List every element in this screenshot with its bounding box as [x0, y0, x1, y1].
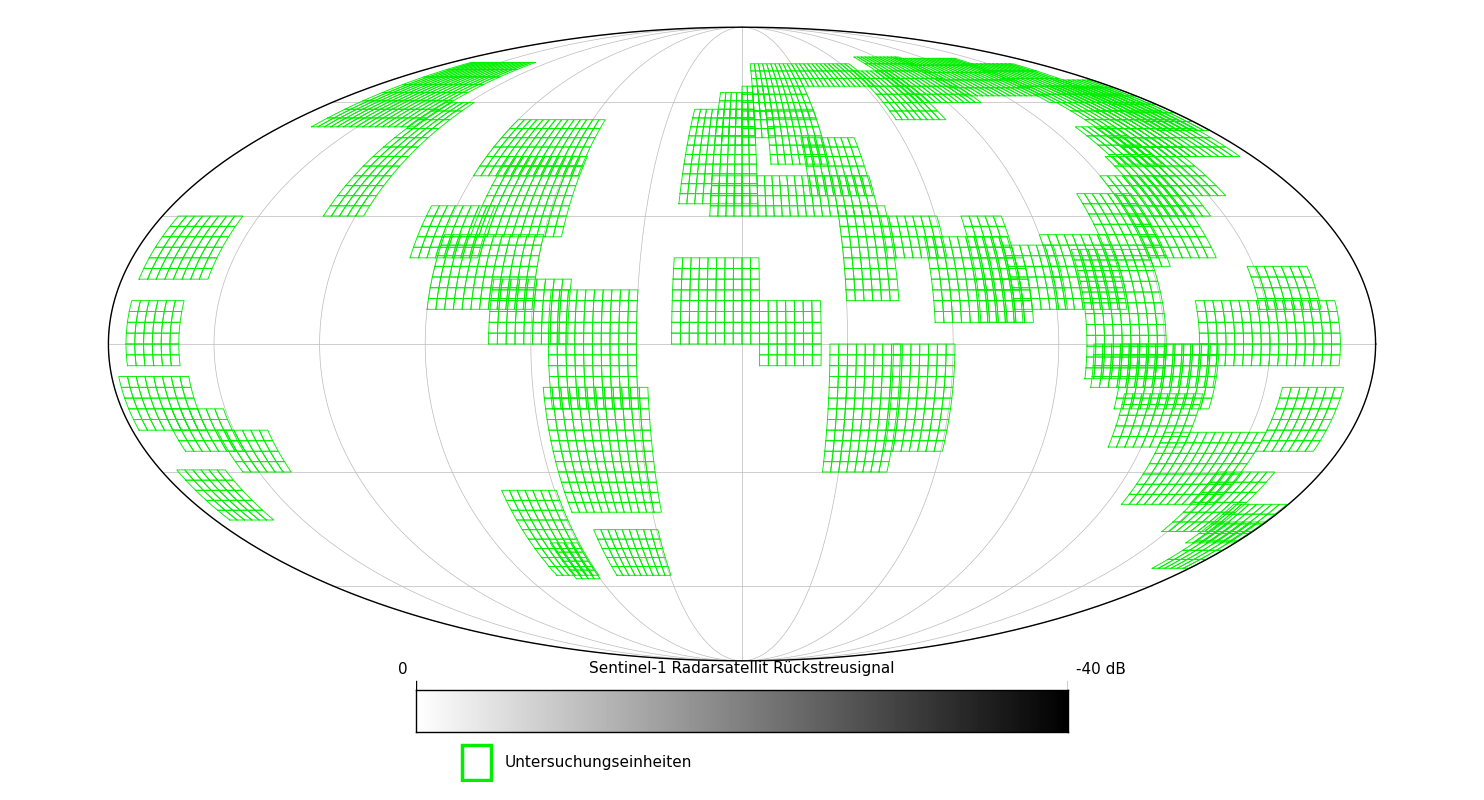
Text: 0: 0	[399, 662, 408, 677]
Text: Sentinel-1 Radarsatellit Rückstreusignal: Sentinel-1 Radarsatellit Rückstreusignal	[589, 661, 895, 676]
Text: Untersuchungseinheiten: Untersuchungseinheiten	[505, 755, 692, 770]
Text: -40 dB: -40 dB	[1076, 662, 1126, 677]
Polygon shape	[108, 27, 1376, 661]
